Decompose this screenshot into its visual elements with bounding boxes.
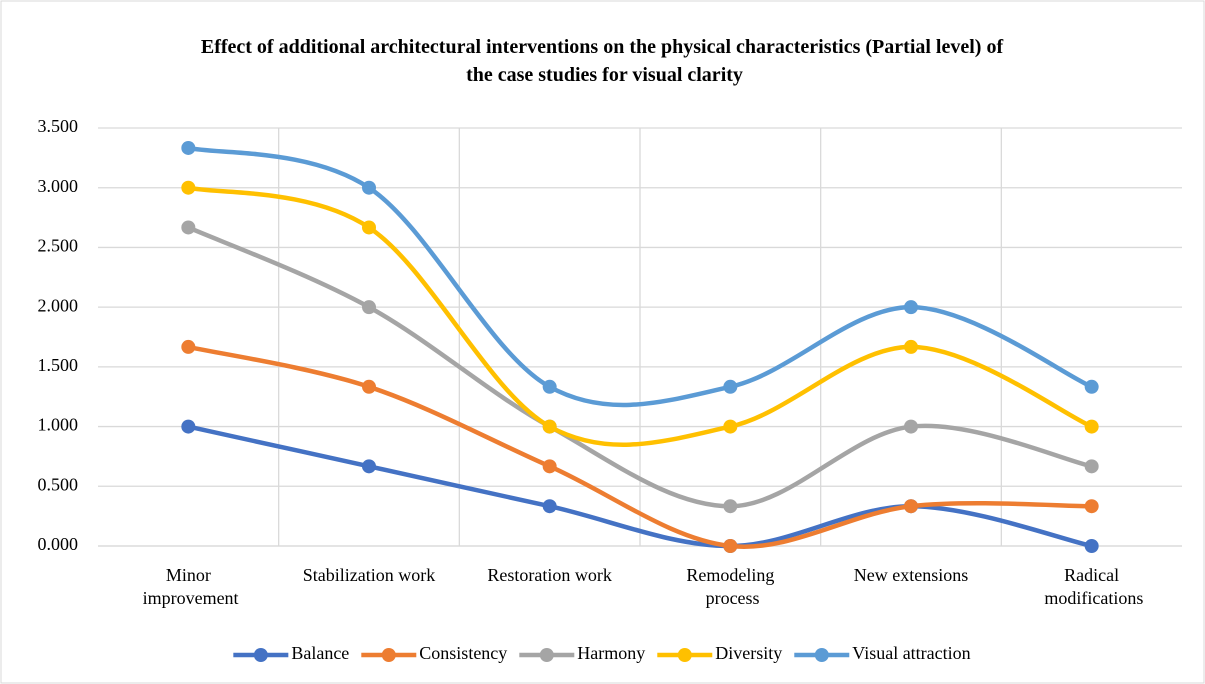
x-tick-label: Remodeling process bbox=[686, 565, 774, 608]
legend-label: Diversity bbox=[715, 643, 782, 663]
data-point bbox=[542, 419, 557, 434]
legend-marker bbox=[253, 648, 268, 662]
x-tick-label: Restoration work bbox=[487, 565, 611, 585]
series-line bbox=[186, 344, 1094, 549]
data-point bbox=[904, 499, 918, 514]
data-point bbox=[362, 379, 376, 394]
y-tick-label: 3.500 bbox=[38, 116, 79, 136]
x-tick-label: Stabilization work bbox=[303, 565, 435, 585]
data-point bbox=[362, 300, 376, 315]
data-point bbox=[362, 220, 376, 235]
data-point bbox=[1084, 499, 1099, 514]
data-point bbox=[181, 419, 196, 434]
legend-label: Harmony bbox=[577, 643, 645, 663]
legend-label: Balance bbox=[291, 643, 349, 663]
data-point bbox=[362, 459, 376, 474]
y-tick-label: 1.500 bbox=[38, 355, 79, 375]
series-line bbox=[186, 145, 1094, 408]
data-point bbox=[904, 419, 918, 434]
x-tick-label: New extensions bbox=[854, 565, 968, 585]
legend-marker bbox=[539, 648, 554, 662]
data-point bbox=[723, 419, 738, 434]
data-point bbox=[181, 180, 196, 195]
data-point bbox=[362, 180, 376, 195]
x-tick-label: Radical modifications bbox=[1040, 565, 1143, 608]
y-tick-label: 0.500 bbox=[38, 474, 79, 494]
y-tick-label: 0.000 bbox=[38, 534, 79, 554]
data-point bbox=[1084, 419, 1099, 434]
x-tick-label: Minor improvement bbox=[138, 565, 238, 608]
data-point bbox=[542, 459, 557, 474]
data-point bbox=[181, 220, 196, 235]
data-point bbox=[904, 339, 918, 354]
legend-marker bbox=[814, 648, 829, 662]
data-point bbox=[1084, 539, 1099, 553]
data-point bbox=[723, 499, 738, 514]
series-line bbox=[186, 225, 1094, 509]
legend-label: Consistency bbox=[419, 643, 507, 663]
series-line bbox=[186, 185, 1094, 447]
data-point bbox=[542, 499, 557, 514]
legend: Balance Consistency Harmony Diversity Visual… bbox=[233, 643, 971, 663]
data-point bbox=[542, 379, 557, 394]
legend-marker bbox=[677, 648, 692, 662]
data-point bbox=[1084, 379, 1099, 394]
y-tick-label: 2.500 bbox=[38, 236, 79, 256]
y-tick-label: 1.000 bbox=[38, 415, 79, 435]
y-tick-label: 3.000 bbox=[38, 176, 79, 196]
data-point bbox=[723, 539, 738, 553]
data-point bbox=[1084, 459, 1099, 474]
y-tick-label: 2.000 bbox=[38, 295, 79, 315]
data-point bbox=[904, 300, 918, 315]
data-point bbox=[181, 339, 196, 354]
series-line bbox=[186, 424, 1094, 549]
chart-title: Effect of additional architectural inter… bbox=[201, 36, 1004, 86]
data-point bbox=[181, 140, 196, 155]
legend-label: Visual attraction bbox=[852, 643, 970, 663]
legend-marker bbox=[381, 648, 396, 662]
data-point bbox=[723, 379, 738, 394]
